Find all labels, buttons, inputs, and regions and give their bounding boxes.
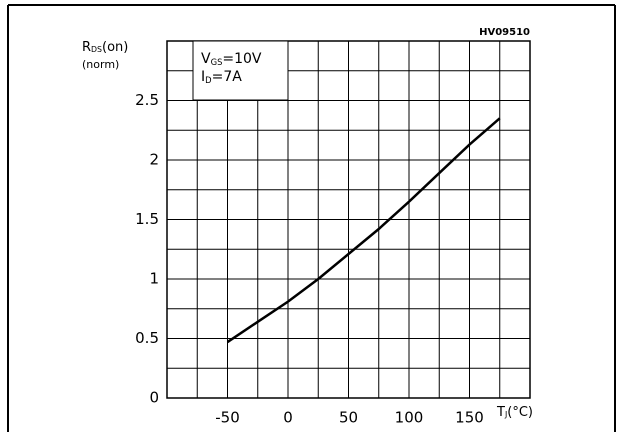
x-tick-label: 100 bbox=[395, 409, 424, 427]
y-axis-label: RDS(on) bbox=[82, 40, 128, 55]
y-axis-label-symbol: R bbox=[82, 40, 91, 55]
plot-frame bbox=[166, 40, 531, 399]
condition: VGS=10V bbox=[201, 51, 262, 67]
y-tick-label: 2.5 bbox=[135, 91, 159, 109]
condition-symbol: V bbox=[201, 51, 211, 67]
condition-sub: GS bbox=[211, 57, 223, 67]
chart-code: HV09510 bbox=[479, 27, 530, 38]
condition-sub: D bbox=[205, 75, 211, 85]
y-tick-label: 2 bbox=[149, 151, 159, 169]
y-axis-unit: (norm) bbox=[82, 58, 119, 71]
x-tick-label: 50 bbox=[339, 409, 358, 427]
x-axis-label: TJ(°C) bbox=[496, 405, 533, 420]
x-axis-label-text: (°C) bbox=[507, 405, 533, 420]
condition-symbol: I bbox=[201, 69, 205, 85]
y-tick-label: 0 bbox=[149, 389, 159, 407]
y-axis-label-text: (on) bbox=[102, 40, 128, 55]
data-line bbox=[226, 117, 501, 344]
y-tick-label: 1 bbox=[149, 270, 159, 288]
condition-text: =10V bbox=[222, 51, 262, 67]
condition-text: =7A bbox=[212, 69, 243, 85]
x-axis-label-symbol: T bbox=[496, 405, 505, 420]
condition: ID=7A bbox=[201, 69, 242, 85]
x-tick-label: 0 bbox=[283, 409, 293, 427]
y-tick-label: 1.5 bbox=[135, 210, 159, 228]
legend-box bbox=[192, 40, 289, 101]
x-tick-label: -50 bbox=[215, 409, 240, 427]
x-tick-label: 150 bbox=[455, 409, 484, 427]
y-axis-label-sub: DS bbox=[91, 45, 102, 54]
y-tick-label: 0.5 bbox=[135, 329, 159, 347]
x-axis-label-sub: J bbox=[504, 410, 507, 419]
